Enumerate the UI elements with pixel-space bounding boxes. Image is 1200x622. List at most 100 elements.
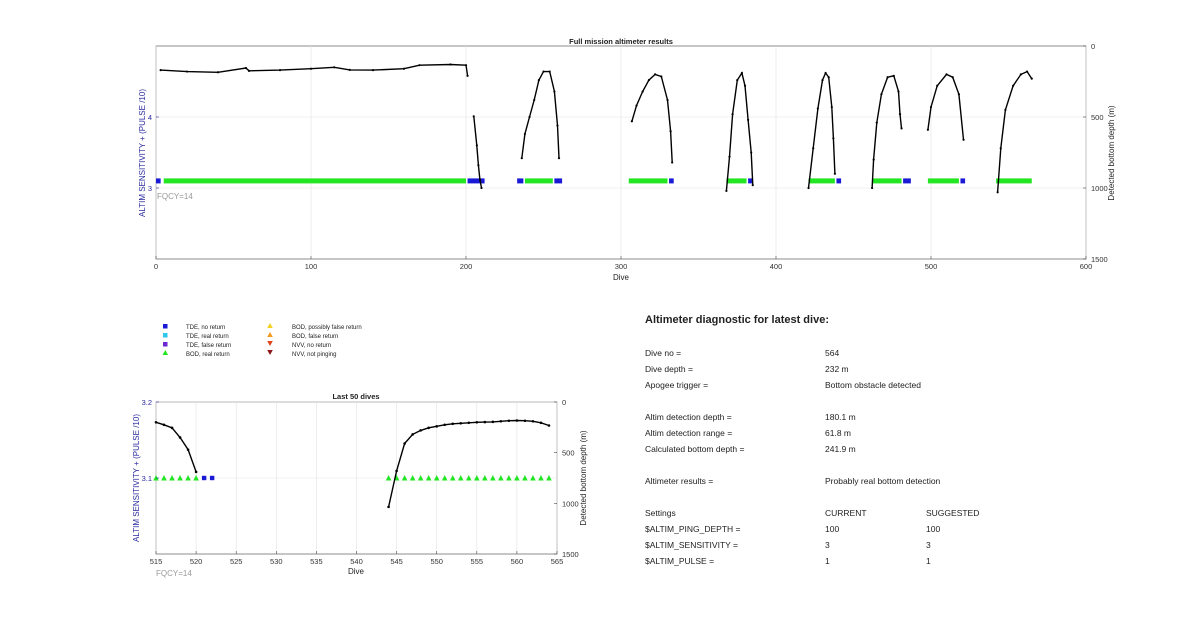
altimeter-diagnostic-panel: Altimeter diagnostic for latest dive: Di… bbox=[645, 310, 1145, 580]
detected-depth-point bbox=[827, 76, 830, 79]
detected-depth-point bbox=[154, 420, 158, 424]
tde-no-return-marker bbox=[748, 178, 753, 184]
detected-depth-point bbox=[533, 98, 536, 102]
legend-label: NVV, no return bbox=[292, 343, 331, 349]
x-tick-label: 525 bbox=[230, 557, 243, 566]
detected-depth-point bbox=[880, 93, 883, 96]
last-50-ticks: 515 520 525 530 535 540 545 550 555 560 565 3.1 3.2 0… bbox=[142, 398, 579, 566]
detected-depth-point bbox=[159, 69, 162, 72]
x-tick-label: 100 bbox=[305, 262, 318, 271]
calculated-depth-label: Calculated bottom depth = bbox=[645, 444, 745, 454]
legend-label: TDE, false return bbox=[186, 343, 231, 349]
bod-real-return-marker bbox=[530, 475, 536, 481]
bod-real-return-marker bbox=[161, 475, 167, 481]
suggested-header: SUGGESTED bbox=[926, 508, 980, 518]
legend-label: BOD, possibly false return bbox=[292, 325, 362, 331]
detected-depth-point bbox=[750, 151, 753, 154]
detected-depth-point bbox=[194, 470, 198, 474]
last-50-xlabel: Dive bbox=[348, 567, 365, 576]
detected-depth-point bbox=[170, 426, 174, 430]
tde-no-return-marker bbox=[201, 475, 207, 481]
detected-depth-point bbox=[731, 113, 734, 116]
tde-no-return-marker bbox=[209, 475, 215, 481]
tde-no-return-marker bbox=[836, 178, 842, 184]
tde-no-return-marker bbox=[669, 178, 674, 184]
bod-real-return-marker bbox=[808, 178, 835, 184]
detected-depth-point bbox=[520, 157, 523, 160]
x-tick-label: 530 bbox=[270, 557, 283, 566]
x-tick-label: 200 bbox=[460, 262, 473, 271]
bod-real-return-marker bbox=[163, 178, 466, 184]
detected-depth-point bbox=[515, 419, 519, 422]
detected-depth-point bbox=[830, 105, 833, 109]
legend-label: TDE, no return bbox=[186, 325, 225, 331]
y-right-tick-label: 1500 bbox=[562, 550, 579, 559]
bod-real-return-marker bbox=[425, 475, 432, 481]
y-right-tick-label: 0 bbox=[1091, 42, 1095, 51]
detected-depth-point bbox=[539, 421, 543, 425]
detected-depth-point bbox=[736, 78, 739, 82]
full-mission-ylabel-left: ALTIM SENSITIVITY + (PULSE /10) bbox=[138, 89, 147, 217]
diag-row-pulse: $ALTIM_PULSE = 1 1 bbox=[645, 556, 1145, 568]
detected-depth-point bbox=[547, 424, 551, 427]
detected-depth-point bbox=[635, 104, 638, 107]
detected-depth-point bbox=[186, 448, 190, 451]
x-tick-label: 300 bbox=[615, 262, 628, 271]
bod-real-return-marker bbox=[628, 178, 668, 184]
legend-marker-nvv-no-return bbox=[267, 341, 273, 346]
full-mission-fqcy-annotation: FQCY=14 bbox=[157, 192, 193, 201]
diag-row-detection-range: Altim detection range = 61.8 m bbox=[645, 428, 1145, 440]
x-tick-label: 545 bbox=[390, 557, 403, 566]
detected-depth-point bbox=[216, 71, 220, 74]
y-right-tick-label: 0 bbox=[562, 398, 566, 407]
detected-depth-point bbox=[654, 73, 657, 76]
detected-depth-point bbox=[945, 73, 948, 76]
detected-depth-point bbox=[467, 421, 471, 425]
detected-depth-point bbox=[475, 144, 478, 147]
y-right-tick-label: 1000 bbox=[1091, 184, 1108, 193]
detected-depth-point bbox=[660, 75, 663, 78]
apogee-value: Bottom obstacle detected bbox=[825, 380, 921, 390]
dive-no-value: 564 bbox=[825, 348, 840, 358]
full-mission-chart: 0 100 200 300 400 500 600 3 4 0 500 1000 1500 Full m… bbox=[138, 37, 1116, 282]
bod-real-return-marker bbox=[441, 475, 448, 481]
ping-depth-current: 100 bbox=[825, 524, 840, 534]
detected-depth-line bbox=[155, 421, 197, 473]
detected-depth-point bbox=[647, 78, 651, 82]
x-tick-label: 0 bbox=[154, 262, 158, 271]
legend-marker-nvv-not-pinging bbox=[267, 350, 273, 355]
full-mission-xlabel: Dive bbox=[613, 273, 630, 282]
settings-label: Settings bbox=[645, 508, 676, 518]
y-right-tick-label: 500 bbox=[562, 449, 575, 458]
detected-depth-point bbox=[898, 113, 902, 116]
detected-depth-point bbox=[936, 84, 939, 87]
y-left-tick-label: 3.2 bbox=[142, 398, 152, 407]
legend-marker-bod-false bbox=[267, 332, 273, 337]
detected-depth-point bbox=[871, 186, 874, 190]
detected-depth-point bbox=[951, 76, 954, 79]
detected-depth-point bbox=[542, 70, 545, 73]
bod-real-return-marker bbox=[474, 475, 480, 481]
diag-row-dive-no: Dive no = 564 bbox=[645, 348, 1145, 360]
x-tick-label: 520 bbox=[190, 557, 203, 566]
bod-real-return-marker bbox=[433, 475, 440, 481]
diag-row-settings-header: Settings CURRENT SUGGESTED bbox=[645, 508, 1145, 520]
detected-depth-point bbox=[449, 63, 452, 66]
detected-depth-point bbox=[962, 138, 965, 141]
last-50-ylabel-left: ALTIM SENSITIVITY + (PULSE /10) bbox=[132, 414, 141, 542]
bod-real-return-marker bbox=[927, 178, 959, 184]
detected-depth-point bbox=[872, 158, 875, 161]
detected-depth-point bbox=[1004, 108, 1007, 111]
bod-real-return-marker bbox=[465, 475, 472, 481]
detected-depth-point bbox=[247, 69, 251, 72]
detected-depth-point bbox=[1019, 73, 1023, 76]
legend-marker-tde-no-return bbox=[163, 324, 168, 329]
bod-real-return-marker bbox=[490, 475, 496, 481]
x-tick-label: 535 bbox=[310, 557, 323, 566]
legend-label: NVV, not pinging bbox=[292, 352, 336, 358]
detected-depth-point bbox=[886, 76, 889, 79]
bod-real-return-marker bbox=[185, 475, 191, 481]
detected-depth-point bbox=[443, 423, 447, 427]
detected-depth-point bbox=[929, 105, 933, 109]
y-right-tick-label: 1500 bbox=[1091, 255, 1108, 264]
